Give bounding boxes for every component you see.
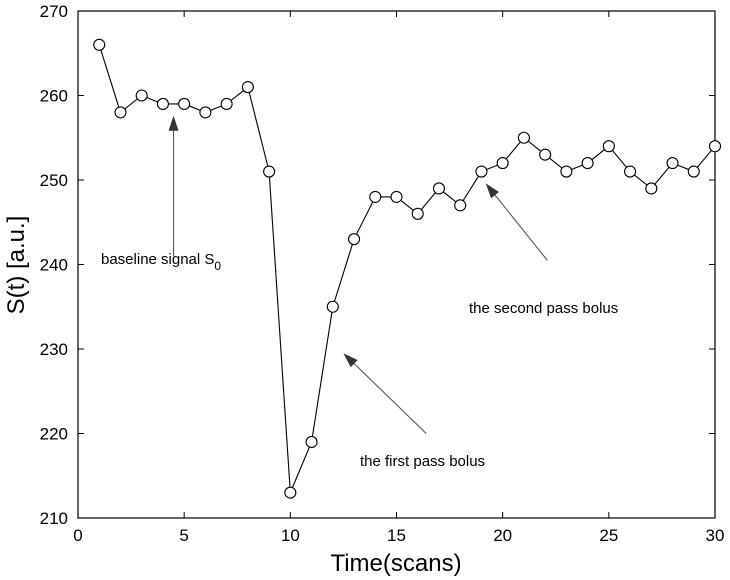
data-point bbox=[370, 191, 381, 202]
data-point bbox=[667, 158, 678, 169]
y-axis-title: S(t) [a.u.] bbox=[3, 216, 30, 315]
annotation-arrow-head bbox=[169, 116, 179, 131]
data-point bbox=[391, 191, 402, 202]
x-tick-label: 0 bbox=[73, 526, 82, 545]
annotation-baseline: baseline signal S0 bbox=[101, 251, 221, 273]
data-point bbox=[561, 166, 572, 177]
data-point bbox=[200, 107, 211, 118]
data-point bbox=[221, 98, 232, 109]
data-point bbox=[710, 141, 721, 152]
y-tick-label: 260 bbox=[40, 87, 68, 106]
y-tick-label: 250 bbox=[40, 171, 68, 190]
y-tick-label: 270 bbox=[40, 2, 68, 21]
annotation-baseline-text: baseline signal S bbox=[101, 251, 214, 268]
data-point bbox=[349, 234, 360, 245]
x-tick-label: 15 bbox=[387, 526, 406, 545]
data-point bbox=[136, 90, 147, 101]
data-point bbox=[285, 487, 296, 498]
data-point bbox=[497, 158, 508, 169]
data-point bbox=[476, 166, 487, 177]
data-point bbox=[582, 158, 593, 169]
data-point bbox=[264, 166, 275, 177]
x-tick-label: 5 bbox=[179, 526, 188, 545]
data-point bbox=[242, 82, 253, 93]
data-point bbox=[433, 183, 444, 194]
annotation-arrows bbox=[169, 116, 548, 434]
annotation-first-pass: the first pass bolus bbox=[360, 453, 485, 470]
data-point bbox=[327, 301, 338, 312]
y-tick-labels: 210 220 230 240 250 260 270 bbox=[40, 2, 68, 528]
annotation-second-pass: the second pass bolus bbox=[469, 300, 618, 317]
data-point bbox=[455, 200, 466, 211]
data-point bbox=[540, 149, 551, 160]
data-point bbox=[179, 98, 190, 109]
data-point bbox=[115, 107, 126, 118]
data-point bbox=[94, 39, 105, 50]
y-tick-label: 230 bbox=[40, 340, 68, 359]
x-tick-label: 20 bbox=[493, 526, 512, 545]
data-point bbox=[625, 166, 636, 177]
x-tick-label: 10 bbox=[281, 526, 300, 545]
data-point bbox=[518, 132, 529, 143]
x-tick-labels: 0 5 10 15 20 25 30 bbox=[73, 526, 724, 545]
y-tick-label: 220 bbox=[40, 425, 68, 444]
annotation-arrow-shaft bbox=[354, 364, 426, 434]
data-point bbox=[306, 436, 317, 447]
annotation-arrow-head bbox=[486, 183, 499, 198]
data-point bbox=[412, 208, 423, 219]
data-point bbox=[646, 183, 657, 194]
y-tick-label: 210 bbox=[40, 509, 68, 528]
data-markers bbox=[94, 39, 721, 498]
x-axis-title: Time(scans) bbox=[330, 550, 461, 577]
series-line bbox=[99, 45, 715, 493]
data-point bbox=[603, 141, 614, 152]
data-point bbox=[157, 98, 168, 109]
x-tick-label: 25 bbox=[599, 526, 618, 545]
annotation-baseline-subscript: 0 bbox=[214, 259, 221, 273]
y-tick-label: 240 bbox=[40, 256, 68, 275]
data-point bbox=[688, 166, 699, 177]
x-tick-label: 30 bbox=[706, 526, 725, 545]
annotation-arrow-shaft bbox=[495, 195, 547, 260]
